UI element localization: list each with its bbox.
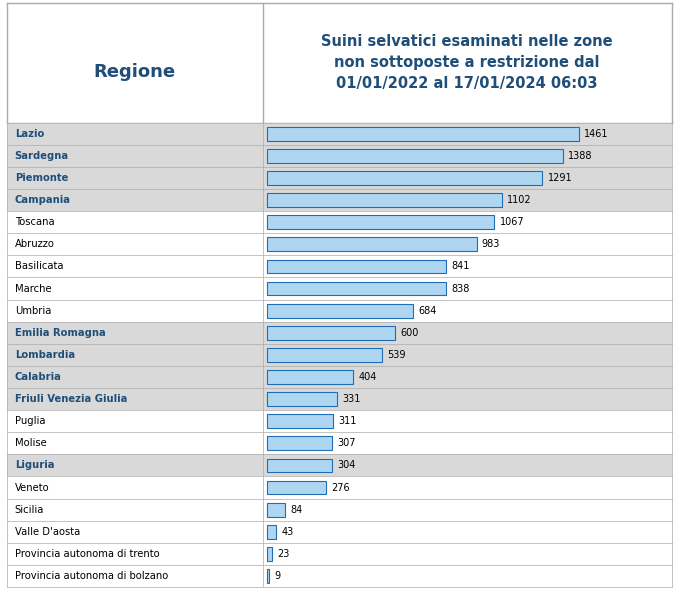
- Text: Molise: Molise: [15, 438, 47, 448]
- Text: Marche: Marche: [15, 284, 51, 294]
- Text: Liguria: Liguria: [15, 460, 54, 470]
- Text: Sardegna: Sardegna: [15, 151, 69, 161]
- Text: 311: 311: [338, 416, 357, 426]
- Bar: [267, 525, 276, 539]
- Text: Regione: Regione: [94, 63, 176, 81]
- Text: 43: 43: [281, 527, 294, 537]
- Bar: [267, 481, 325, 494]
- Text: Lazio: Lazio: [15, 129, 44, 139]
- Text: 307: 307: [338, 438, 356, 448]
- Text: Provincia autonoma di bolzano: Provincia autonoma di bolzano: [15, 571, 168, 581]
- Bar: [267, 414, 333, 428]
- Text: 684: 684: [418, 306, 437, 316]
- Text: Valle D'aosta: Valle D'aosta: [15, 527, 80, 537]
- Text: 404: 404: [358, 372, 377, 382]
- Bar: [267, 194, 502, 207]
- Bar: [267, 171, 542, 185]
- Bar: [267, 215, 495, 229]
- Text: Calabria: Calabria: [15, 372, 61, 382]
- Text: 600: 600: [400, 328, 418, 337]
- Bar: [267, 304, 412, 317]
- Text: 331: 331: [343, 394, 361, 404]
- Text: 841: 841: [452, 261, 470, 271]
- Text: 276: 276: [331, 483, 350, 493]
- Bar: [267, 569, 269, 583]
- Text: Friuli Venezia Giulia: Friuli Venezia Giulia: [15, 394, 127, 404]
- Text: Suini selvatici esaminati nelle zone
non sottoposte a restrizione dal
01/01/2022: Suini selvatici esaminati nelle zone non…: [321, 34, 613, 91]
- Bar: [267, 437, 332, 450]
- Bar: [267, 547, 271, 560]
- Bar: [267, 392, 338, 406]
- Text: 838: 838: [451, 284, 469, 294]
- Bar: [267, 260, 446, 273]
- Text: Basilicata: Basilicata: [15, 261, 63, 271]
- Text: 1102: 1102: [507, 195, 532, 205]
- Text: 1461: 1461: [584, 129, 608, 139]
- Text: Abruzzo: Abruzzo: [15, 240, 55, 250]
- Text: Provincia autonoma di trento: Provincia autonoma di trento: [15, 549, 159, 559]
- Text: 983: 983: [482, 240, 500, 250]
- Text: 539: 539: [387, 350, 406, 360]
- Text: 1388: 1388: [568, 151, 593, 161]
- Bar: [267, 326, 395, 340]
- Text: Sicilia: Sicilia: [15, 504, 44, 514]
- Text: 84: 84: [290, 504, 302, 514]
- Bar: [267, 503, 285, 516]
- Text: Lombardia: Lombardia: [15, 350, 75, 360]
- Text: 304: 304: [337, 460, 355, 470]
- Text: 9: 9: [274, 571, 280, 581]
- Text: 23: 23: [277, 549, 290, 559]
- Text: Puglia: Puglia: [15, 416, 45, 426]
- Text: Umbria: Umbria: [15, 306, 51, 316]
- Text: Campania: Campania: [15, 195, 71, 205]
- Bar: [267, 458, 331, 472]
- Bar: [267, 348, 382, 362]
- Bar: [267, 127, 578, 140]
- Bar: [267, 149, 563, 163]
- Text: 1291: 1291: [547, 173, 572, 183]
- Bar: [267, 237, 477, 251]
- Text: 1067: 1067: [500, 217, 524, 227]
- Text: Toscana: Toscana: [15, 217, 55, 227]
- Bar: [267, 281, 446, 296]
- Text: Emilia Romagna: Emilia Romagna: [15, 328, 105, 337]
- Text: Piemonte: Piemonte: [15, 173, 68, 183]
- Bar: [267, 370, 353, 384]
- Text: Veneto: Veneto: [15, 483, 49, 493]
